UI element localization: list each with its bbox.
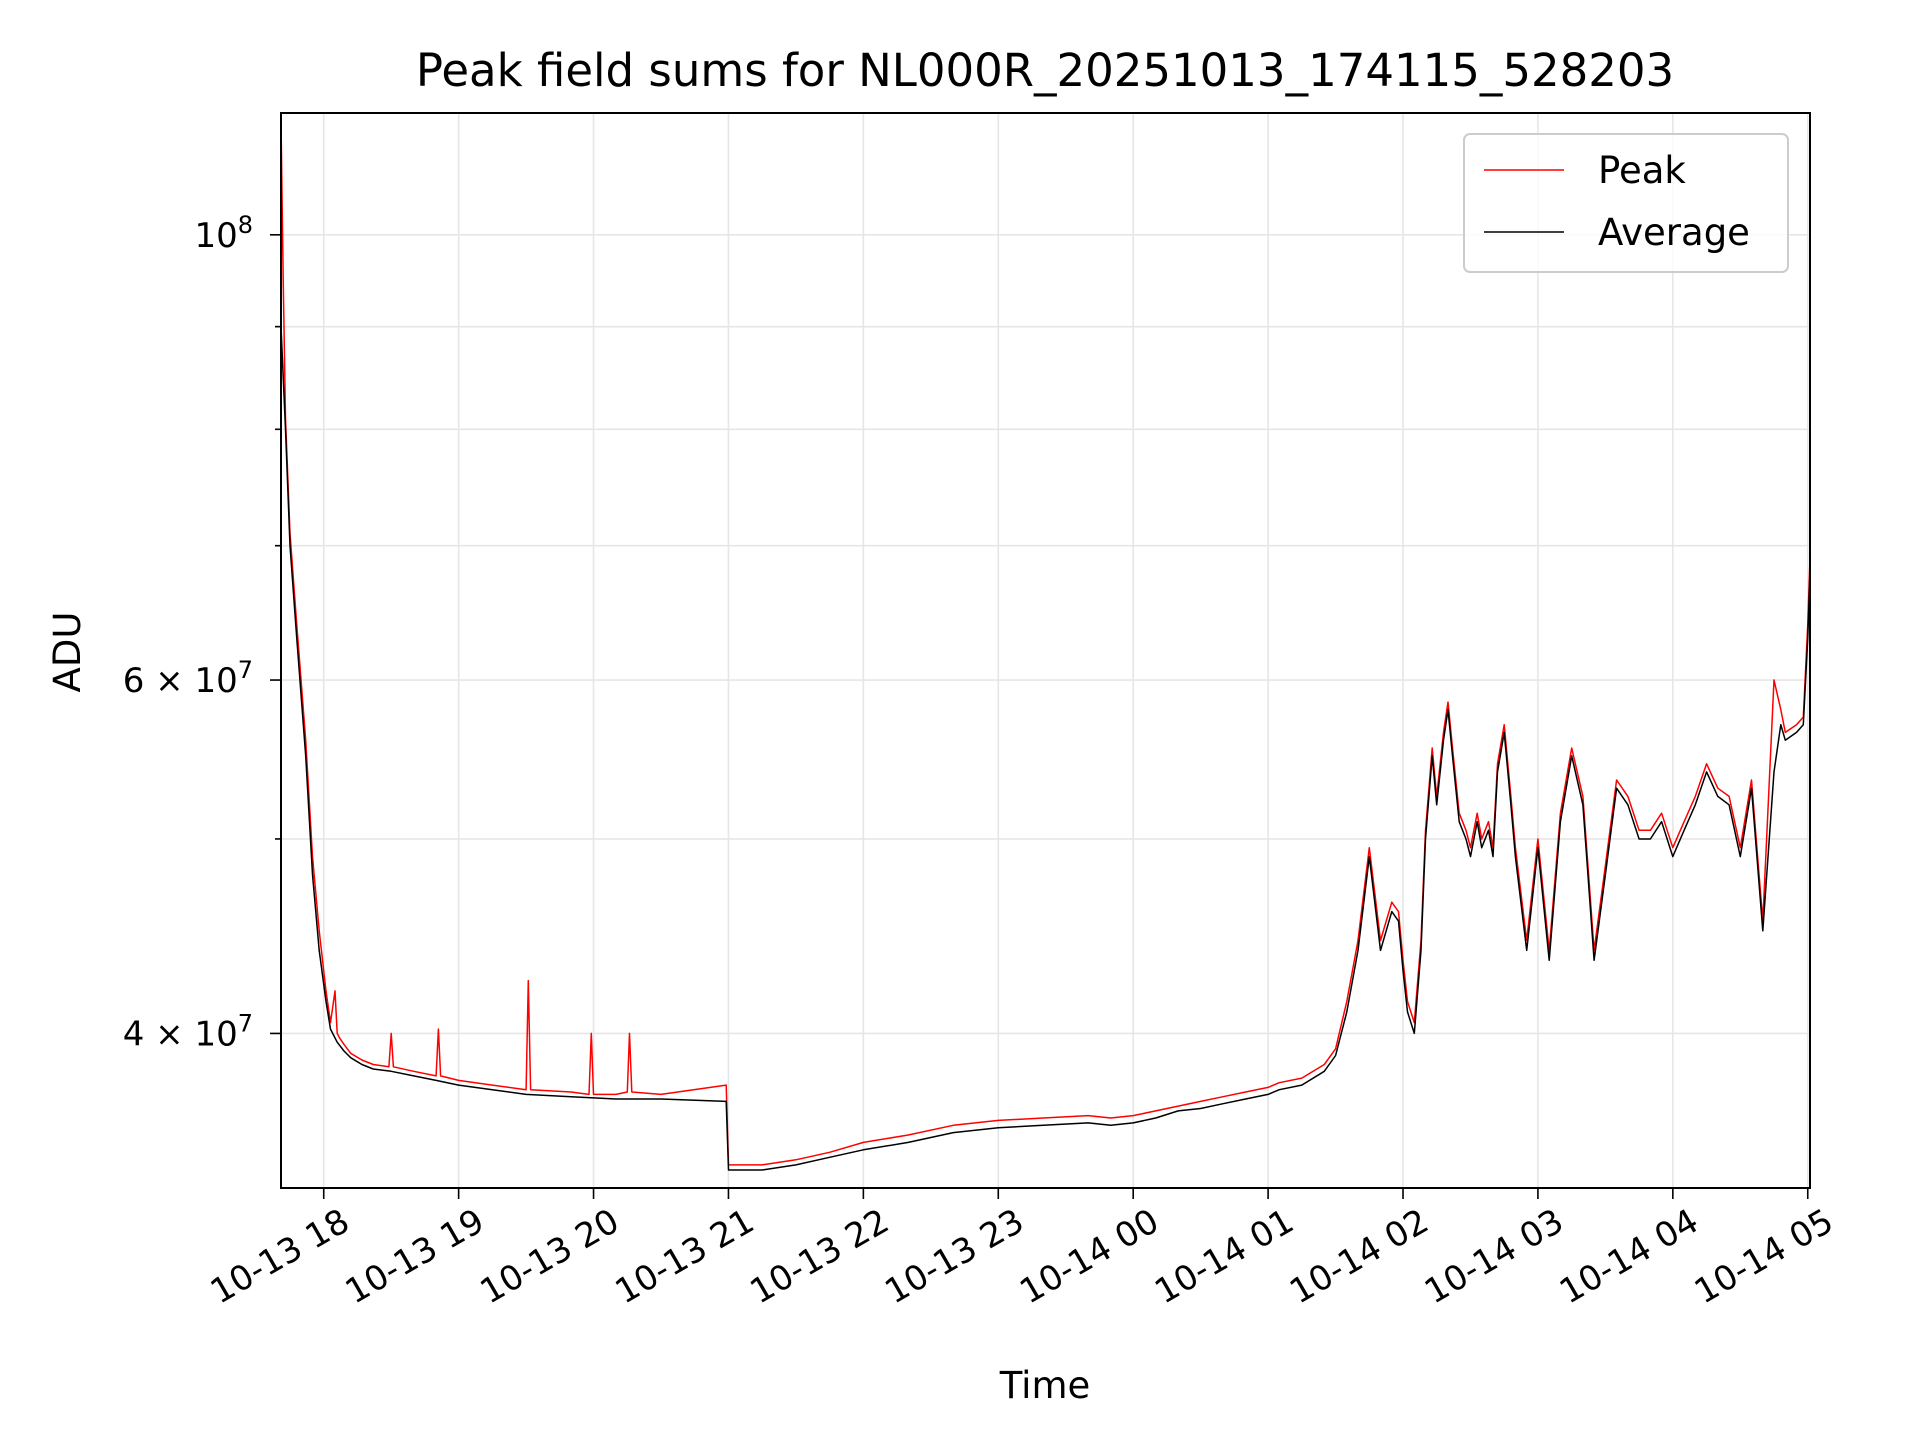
legend: Peak Average	[1463, 133, 1789, 273]
series-line-peak	[281, 120, 1810, 1166]
y-tick-label: 108	[194, 211, 253, 256]
series-line-average	[281, 326, 1810, 1171]
legend-box	[1463, 133, 1789, 273]
plot-frame	[280, 112, 1811, 1189]
y-tick-label: 6 × 107	[123, 656, 253, 701]
y-axis-label: ADU	[46, 612, 89, 693]
series-layer	[281, 120, 1810, 1171]
grid-layer	[281, 113, 1810, 1188]
x-axis-label: Time	[999, 1364, 1091, 1407]
legend-label-average: Average	[1598, 211, 1750, 254]
chart-title: Peak field sums for NL000R_20251013_1741…	[416, 44, 1674, 97]
legend-label-peak: Peak	[1598, 149, 1686, 192]
y-tick-label: 4 × 107	[123, 1009, 253, 1054]
